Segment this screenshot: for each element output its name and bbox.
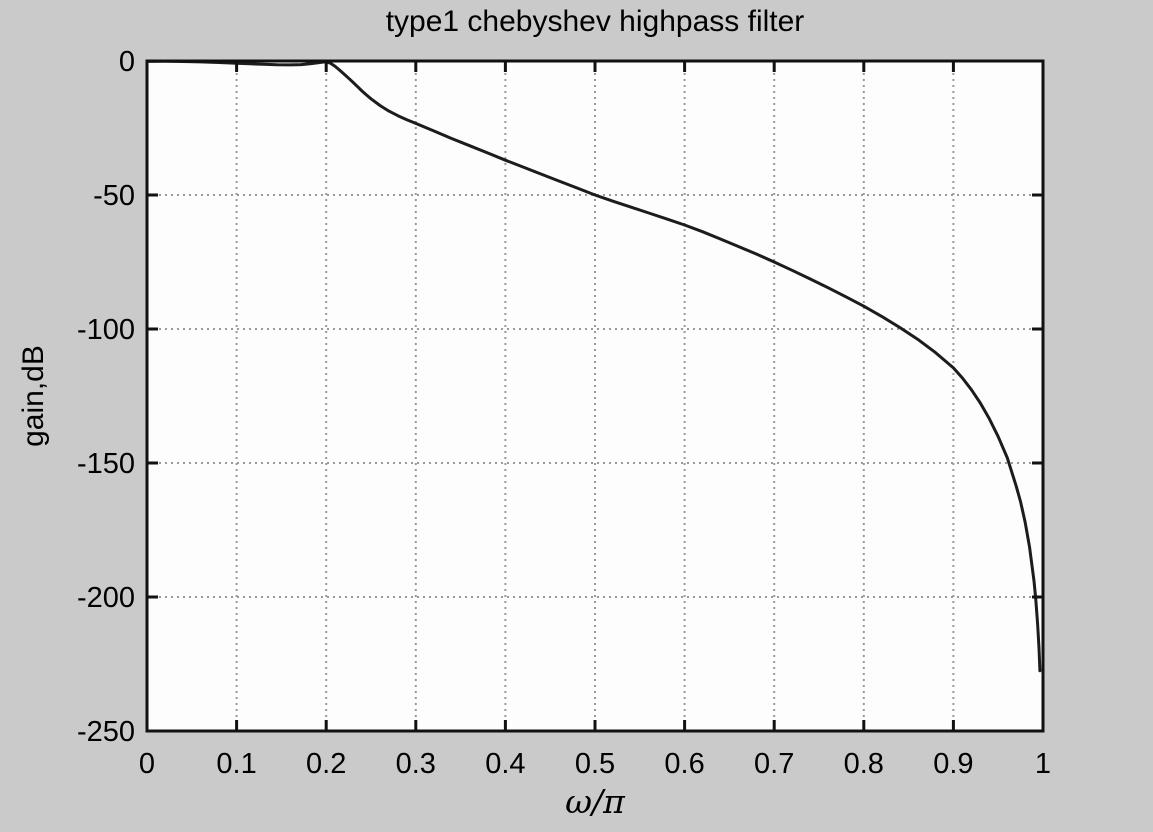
x-tick-label: 0.3 [396, 748, 436, 780]
x-tick-label: 0.8 [844, 748, 884, 780]
plot-area-background [147, 61, 1043, 731]
y-tick-label: 0 [119, 46, 135, 78]
chart-title: type1 chebyshev highpass filter [385, 5, 805, 38]
x-tick-label: 1 [1035, 748, 1051, 780]
x-tick-label: 0.2 [306, 748, 346, 780]
x-tick-label: 0 [139, 748, 155, 780]
x-tick-label: 0.5 [575, 748, 615, 780]
x-tick-label: 0.6 [664, 748, 704, 780]
x-tick-label: 0.7 [754, 748, 794, 780]
y-tick-label: -250 [77, 716, 135, 748]
gain-curve [145, 59, 1042, 673]
y-tick-label: -100 [77, 314, 135, 346]
x-tick-label: 0.9 [933, 748, 973, 780]
x-axis-label: ω/π [565, 782, 625, 821]
y-axis-label: gain,dB [17, 345, 50, 447]
x-tick-label: 0.1 [216, 748, 256, 780]
x-tick-label: 0.4 [485, 748, 525, 780]
y-tick-label: -50 [93, 180, 135, 212]
y-tick-label: -200 [77, 582, 135, 614]
y-tick-label: -150 [77, 448, 135, 480]
